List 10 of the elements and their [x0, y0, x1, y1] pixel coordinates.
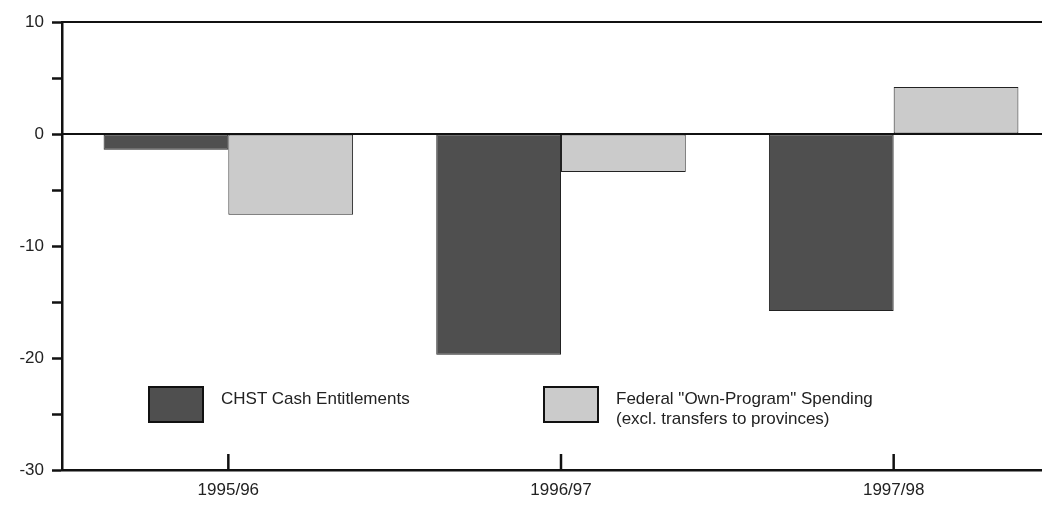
x-tick-label: 1995/96 [197, 479, 260, 499]
y-tick-label: -10 [19, 235, 44, 255]
y-tick-label: -20 [19, 347, 44, 367]
legend-label: Federal "Own-Program" Spending (excl. transfers to provinces) [616, 388, 874, 429]
y-tick-label: 10 [25, 11, 44, 31]
y-tick-label: -30 [19, 459, 44, 479]
y-tick-label: 0 [34, 123, 44, 143]
legend-label: CHST Cash Entitlements [221, 388, 410, 409]
x-tick-label: 1997/98 [862, 479, 925, 499]
x-tick-label: 1996/97 [530, 479, 592, 499]
